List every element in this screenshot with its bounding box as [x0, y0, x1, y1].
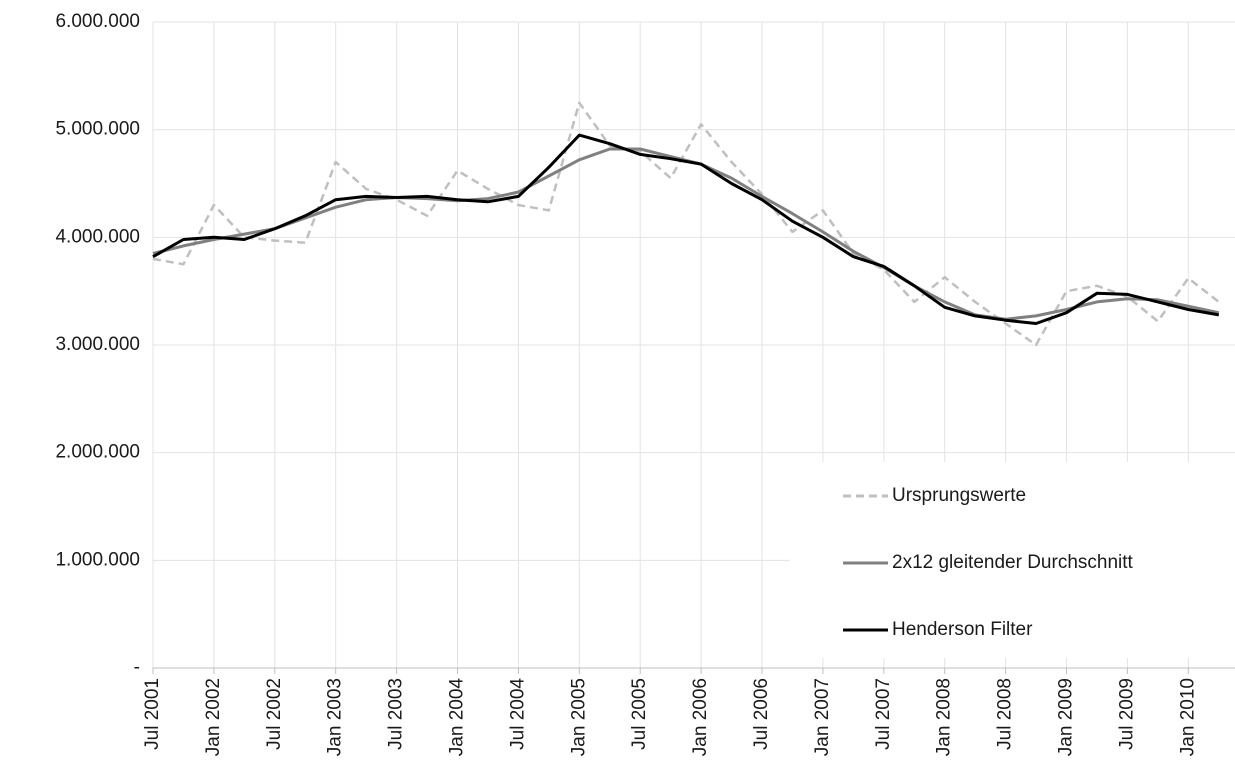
line-series: [152, 147, 1220, 321]
legend-label: 2x12 gleitender Durchschnitt: [892, 552, 1134, 573]
x-tick-label: Jan 2009: [1056, 678, 1077, 756]
x-tick-label: Jan 2002: [203, 678, 224, 756]
x-tick-label: Jul 2006: [751, 678, 772, 750]
x-tick-label: Jul 2008: [995, 678, 1016, 750]
x-tick-label: Jan 2007: [812, 678, 833, 756]
x-tick-label: Jan 2008: [934, 678, 955, 756]
y-tick-label: 1.000.000: [55, 549, 140, 570]
x-tick-label: Jan 2003: [325, 678, 346, 756]
x-tick-label: Jul 2007: [873, 678, 894, 750]
x-tick-label: Jul 2002: [264, 678, 285, 750]
x-tick-label: Jul 2001: [142, 678, 163, 750]
legend-box: [790, 462, 1235, 658]
x-tick-label: Jan 2006: [690, 678, 711, 756]
x-tick-label: Jan 2005: [568, 678, 589, 756]
x-tick-label: Jul 2009: [1116, 678, 1137, 750]
x-tick-label: Jan 2010: [1177, 678, 1198, 756]
y-tick-label: 5.000.000: [55, 119, 140, 140]
line-series: [152, 133, 1220, 325]
x-tick-label: Jul 2004: [507, 678, 528, 750]
y-tick-label: -: [134, 657, 140, 678]
line-series: [152, 101, 1220, 347]
y-tick-label: 6.000.000: [55, 11, 140, 32]
y-tick-label: 2.000.000: [55, 442, 140, 463]
legend-label: Henderson Filter: [892, 619, 1033, 640]
x-tick-label: Jan 2004: [447, 678, 468, 757]
legend-label: Ursprungswerte: [892, 485, 1026, 506]
x-tick-label: Jul 2005: [629, 678, 650, 750]
y-tick-label: 4.000.000: [55, 226, 140, 247]
x-tick-label: Jul 2003: [386, 678, 407, 750]
y-tick-label: 3.000.000: [55, 334, 140, 355]
